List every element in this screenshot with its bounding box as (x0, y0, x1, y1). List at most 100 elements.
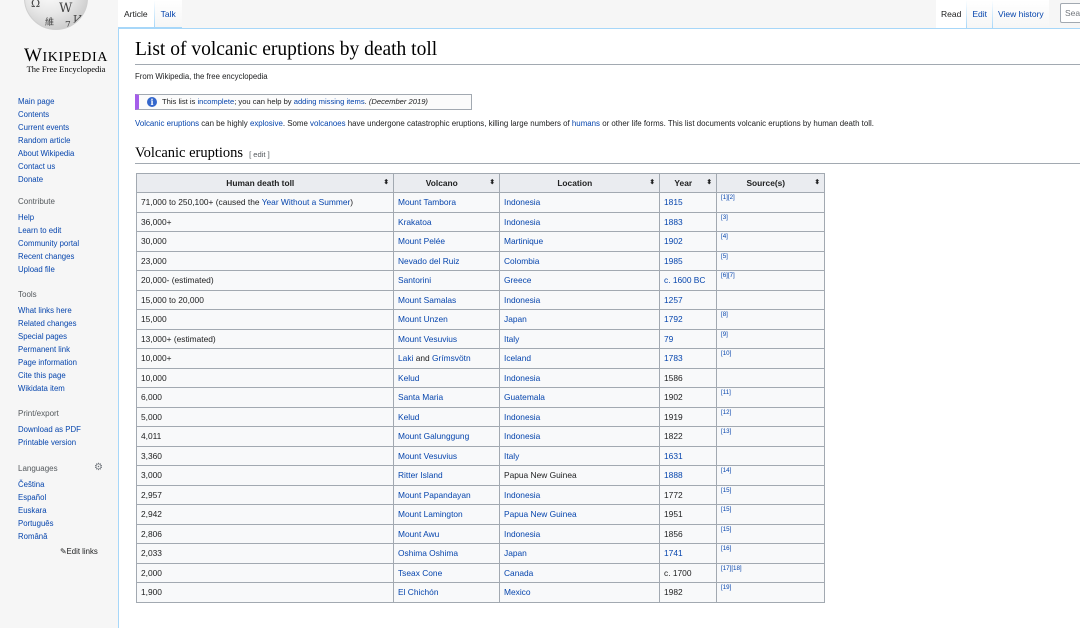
citation-link[interactable]: [1][2] (721, 194, 735, 202)
volcano-link[interactable]: Mount Samalas (398, 294, 457, 305)
language-item-romana[interactable]: Română (18, 530, 118, 543)
location-link[interactable]: Japan (504, 548, 527, 559)
citation-link[interactable]: [9] (721, 330, 728, 338)
volcano-link[interactable]: El Chichón (398, 587, 439, 598)
volcano-link[interactable]: Ritter Island (398, 470, 443, 481)
sidebar-link[interactable]: Contact us (18, 162, 56, 171)
location-link[interactable]: Japan (504, 314, 527, 325)
location-link[interactable]: Colombia (504, 255, 540, 266)
volcano-link[interactable]: Mount Lamington (398, 509, 463, 520)
location-link[interactable]: Indonesia (504, 489, 541, 500)
volcano-link[interactable]: Mount Unzen (398, 314, 448, 325)
column-header-death-toll[interactable]: Human death toll ⬍ (136, 173, 394, 193)
sidebar-link[interactable]: About Wikipedia (18, 149, 75, 158)
sidebar-item-about-wikipedia[interactable]: About Wikipedia (18, 147, 118, 160)
sidebar-link[interactable]: Special pages (18, 332, 67, 341)
volcano-link[interactable]: Kelud (398, 372, 420, 383)
volcano-link[interactable]: Mount Vesuvius (398, 450, 458, 461)
location-link[interactable]: Martinique (504, 236, 544, 247)
location-link[interactable]: Indonesia (504, 411, 541, 422)
language-link[interactable]: Čeština (18, 480, 45, 489)
volcano-link[interactable]: Mount Galunggung (398, 431, 470, 442)
volcano-link[interactable]: Kelud (398, 411, 420, 422)
citation-link[interactable]: [5] (721, 252, 728, 260)
year-link[interactable]: 1902 (664, 236, 683, 247)
citation-link[interactable]: [16] (721, 545, 732, 553)
sidebar-item-learn-to-edit[interactable]: Learn to edit (18, 224, 118, 237)
year-link[interactable]: 1815 (664, 197, 683, 208)
volcano-link[interactable]: Santa Maria (398, 392, 444, 403)
search-input[interactable]: Sea (1060, 3, 1080, 23)
sidebar-link[interactable]: Donate (18, 175, 44, 184)
column-header-location[interactable]: Location ⬍ (499, 173, 660, 193)
sidebar-link[interactable]: Related changes (18, 319, 77, 328)
sidebar-item-permanent-link[interactable]: Permanent link (18, 343, 118, 356)
year-link[interactable]: 1883 (664, 216, 683, 227)
incomplete-link[interactable]: incomplete (197, 97, 235, 106)
volcanic-eruptions-link[interactable]: Volcanic eruptions (135, 119, 200, 128)
year-link[interactable]: 1783 (664, 353, 683, 364)
location-link[interactable]: Papua New Guinea (504, 509, 577, 520)
citation-link[interactable]: [12] (721, 408, 732, 416)
year-link[interactable]: 1985 (664, 255, 683, 266)
tab-view-history[interactable]: View history (992, 0, 1049, 28)
volcano-link[interactable]: Krakatoa (398, 216, 432, 227)
sidebar-link[interactable]: Current events (18, 123, 70, 132)
adding-missing-items-link[interactable]: adding missing items (293, 97, 365, 106)
sort-icon[interactable]: ⬍ (489, 179, 495, 186)
language-link[interactable]: Português (18, 519, 54, 528)
sidebar-item-download-as-pdf[interactable]: Download as PDF (18, 423, 118, 436)
year-link[interactable]: 1631 (664, 450, 683, 461)
citation-link[interactable]: [17][18] (721, 564, 742, 572)
tab-talk[interactable]: Talk (154, 0, 182, 27)
citation-link[interactable]: [11] (721, 389, 731, 397)
citation-link[interactable]: [10] (721, 350, 732, 358)
location-link[interactable]: Italy (504, 450, 520, 461)
volcano-link[interactable]: Oshima Oshima (398, 548, 459, 559)
sidebar-link[interactable]: What links here (18, 306, 72, 315)
wikipedia-logo[interactable]: Ω W И 維 7 WIKIPEDIA The Free Encyclopedi… (0, 0, 118, 80)
year-link[interactable]: 1792 (664, 314, 683, 325)
location-link[interactable]: Indonesia (504, 528, 541, 539)
explosive-link[interactable]: explosive (249, 119, 283, 128)
sidebar-item-help[interactable]: Help (18, 211, 118, 224)
sidebar-link[interactable]: Random article (18, 136, 71, 145)
sidebar-link[interactable]: Permanent link (18, 345, 71, 354)
tab-edit[interactable]: Edit (967, 0, 992, 28)
sort-icon[interactable]: ⬍ (814, 179, 820, 186)
location-link[interactable]: Canada (504, 567, 534, 578)
sidebar-item-contact-us[interactable]: Contact us (18, 160, 118, 173)
year-link[interactable]: 1888 (664, 470, 683, 481)
citation-link[interactable]: [15] (721, 525, 732, 533)
volcano-link[interactable]: Tseax Cone (398, 567, 443, 578)
citation-link[interactable]: [3] (721, 213, 728, 221)
sidebar-item-donate[interactable]: Donate (18, 173, 118, 186)
sidebar-item-cite-this-page[interactable]: Cite this page (18, 369, 118, 382)
location-link[interactable]: Indonesia (504, 197, 541, 208)
column-header-volcano[interactable]: Volcano ⬍ (393, 173, 500, 193)
sidebar-link[interactable]: Help (18, 213, 35, 222)
volcano-link[interactable]: Mount Papandayan (398, 489, 471, 500)
sidebar-link[interactable]: Download as PDF (18, 425, 81, 434)
sidebar-item-special-pages[interactable]: Special pages (18, 330, 118, 343)
language-link[interactable]: Euskara (18, 506, 47, 515)
sidebar-item-contents[interactable]: Contents (18, 108, 118, 121)
sidebar-link[interactable]: Page information (18, 358, 77, 367)
citation-link[interactable]: [4] (721, 233, 728, 241)
language-link[interactable]: Español (18, 493, 47, 502)
tab-read[interactable]: Read (936, 0, 967, 28)
volcano-link[interactable]: Laki (398, 353, 414, 364)
location-link[interactable]: Italy (504, 333, 520, 344)
sidebar-item-main-page[interactable]: Main page (18, 95, 118, 108)
sidebar-item-recent-changes[interactable]: Recent changes (18, 250, 118, 263)
citation-link[interactable]: [6][7] (721, 272, 735, 280)
volcano-link[interactable]: Santorini (398, 275, 432, 286)
sort-icon[interactable]: ⬍ (649, 179, 655, 186)
citation-link[interactable]: [13] (721, 428, 732, 436)
edit-section-link[interactable]: [ edit ] (249, 150, 270, 159)
sidebar-link[interactable]: Learn to edit (18, 226, 62, 235)
sort-icon[interactable]: ⬍ (383, 179, 389, 186)
volcanoes-link[interactable]: volcanoes (310, 119, 346, 128)
volcano-link[interactable]: Nevado del Ruiz (398, 255, 460, 266)
language-link[interactable]: Română (18, 532, 48, 541)
